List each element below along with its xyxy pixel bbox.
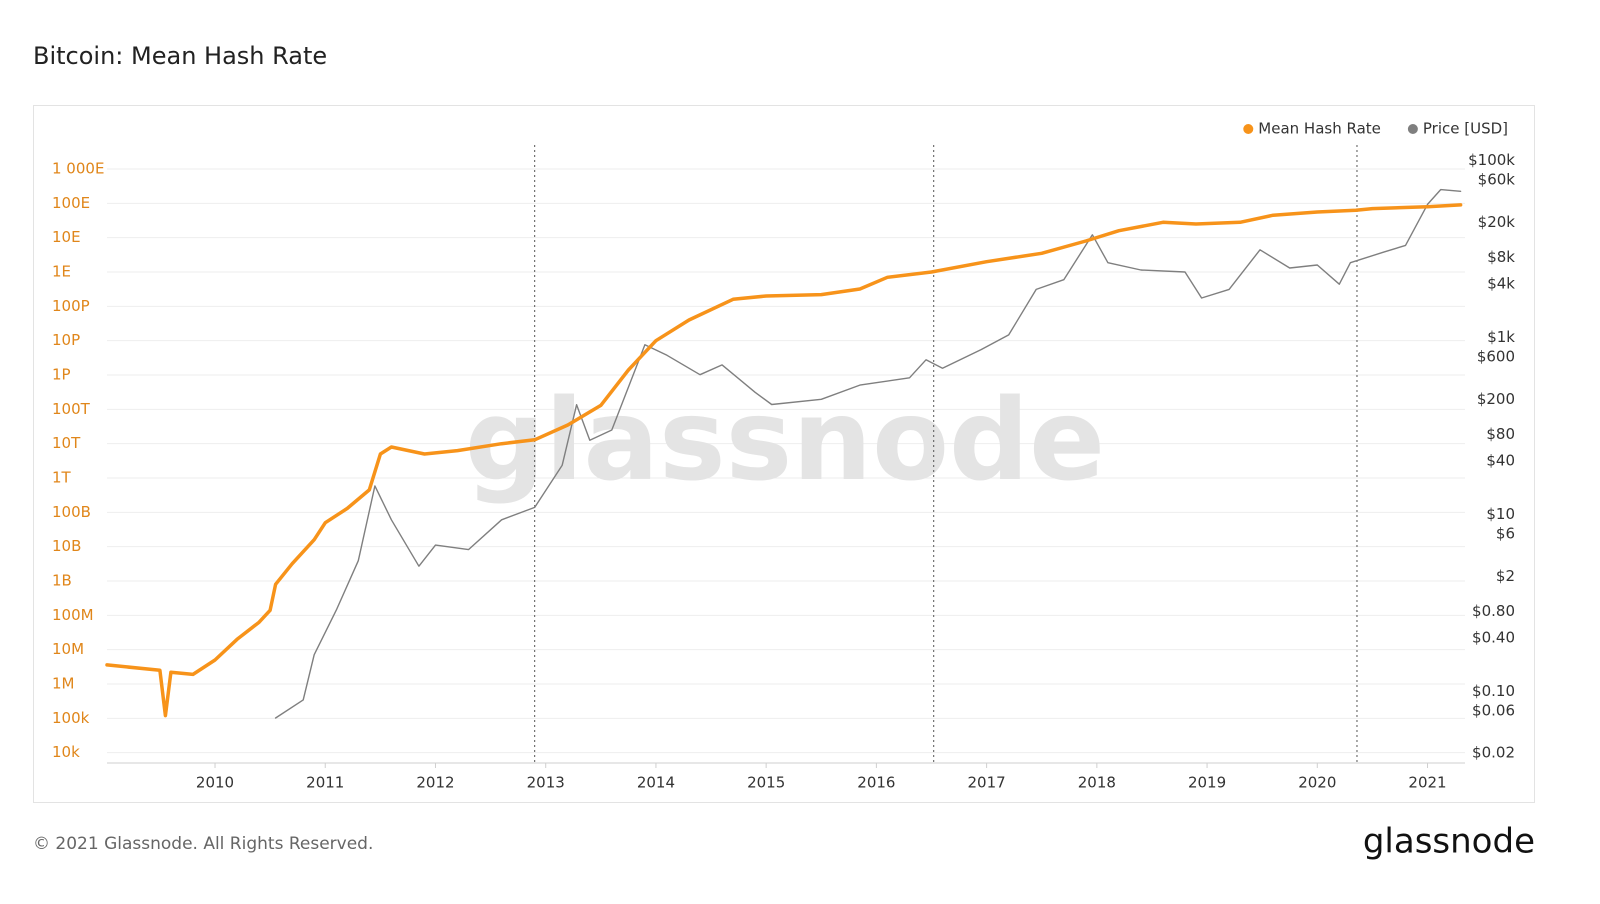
y-tick-label: 1E: [52, 262, 71, 280]
series-line: [105, 203, 1463, 718]
watermark: glassnode: [465, 376, 1105, 506]
legend-marker: [1243, 124, 1254, 134]
y2-tick-label: $4k: [1487, 275, 1515, 293]
y2-tick-label: $0.02: [1472, 744, 1515, 762]
x-tick-label: 2017: [968, 774, 1006, 792]
x-tick-label: 2021: [1408, 774, 1446, 792]
y-tick-label: 100B: [52, 503, 91, 521]
x-tick-label: 2018: [1078, 774, 1116, 792]
y2-tick-label: $6: [1496, 525, 1515, 543]
y-tick-label: 10T: [52, 434, 81, 452]
y-tick-label: 100E: [52, 194, 90, 212]
x-tick-label: 2016: [857, 774, 895, 792]
y-tick-label: 1B: [52, 571, 72, 589]
x-tick-label: 2013: [527, 774, 565, 792]
y2-tick-label: $600: [1477, 348, 1515, 366]
brand-logo: glassnode: [1363, 822, 1535, 862]
y-tick-label: 100k: [52, 709, 90, 727]
y-tick-label: 10k: [52, 743, 80, 761]
y2-tick-label: $0.40: [1472, 629, 1515, 647]
y-tick-label: 100P: [52, 297, 90, 315]
y2-tick-label: $1k: [1487, 328, 1515, 346]
y-tick-label: 1P: [52, 365, 71, 383]
legend-label: Mean Hash Rate: [1258, 120, 1381, 138]
y2-tick-label: $20k: [1478, 213, 1516, 231]
chart-title: Bitcoin: Mean Hash Rate: [33, 42, 327, 70]
y-tick-label: 10M: [52, 640, 84, 658]
legend-label: Price [USD]: [1423, 120, 1508, 138]
x-tick-label: 2015: [747, 774, 785, 792]
y-tick-label: 1M: [52, 674, 75, 692]
y2-tick-label: $100k: [1468, 151, 1515, 169]
legend-marker: [1407, 124, 1418, 134]
y2-tick-label: $0.80: [1472, 602, 1515, 620]
chart-frame: [33, 105, 1535, 803]
y-tick-label: 1T: [52, 468, 72, 486]
x-tick-label: 2020: [1298, 774, 1336, 792]
y2-tick-label: $8k: [1487, 248, 1515, 266]
y-tick-label: 100M: [52, 606, 94, 624]
footer: © 2021 Glassnode. All Rights Reserved.: [33, 834, 373, 854]
x-tick-label: 2011: [306, 774, 344, 792]
y-tick-label: 100T: [52, 400, 91, 418]
y-tick-label: 10B: [52, 537, 81, 555]
y2-tick-label: $0.10: [1472, 682, 1515, 700]
x-tick-label: 2012: [416, 774, 454, 792]
y-tick-label: 10E: [52, 228, 81, 246]
series-line: [274, 188, 1462, 719]
y2-tick-label: $0.06: [1472, 701, 1515, 719]
y2-tick-label: $2: [1496, 567, 1515, 585]
x-tick-label: 2010: [196, 774, 234, 792]
y2-tick-label: $60k: [1478, 171, 1516, 189]
y2-tick-label: $40: [1486, 452, 1515, 470]
y2-tick-label: $80: [1486, 425, 1515, 443]
y2-tick-label: $10: [1486, 505, 1515, 523]
x-tick-label: 2014: [637, 774, 675, 792]
x-tick-label: 2019: [1188, 774, 1226, 792]
y2-tick-label: $200: [1477, 390, 1515, 408]
y-tick-label: 1 000E: [52, 159, 104, 177]
y-tick-label: 10P: [52, 331, 80, 349]
